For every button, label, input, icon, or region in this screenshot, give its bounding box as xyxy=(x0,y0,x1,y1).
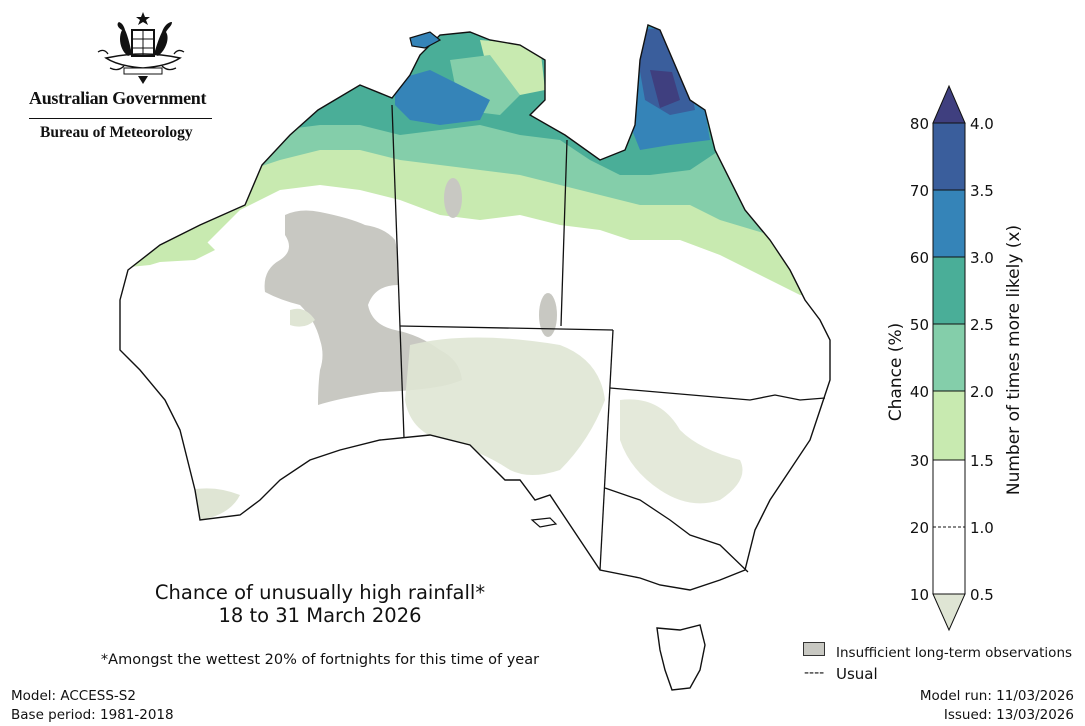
svg-text:4.0: 4.0 xyxy=(970,115,994,133)
svg-text:20: 20 xyxy=(910,519,929,537)
svg-text:50: 50 xyxy=(910,316,929,334)
base-period-label: Base period: 1981-2018 xyxy=(11,707,174,723)
map-title-line1: Chance of unusually high rainfall* xyxy=(154,581,486,604)
logo-divider xyxy=(29,118,212,119)
times-axis-label: Number of times more likely (x) xyxy=(1004,225,1024,495)
map-title-line2: 18 to 31 March 2026 xyxy=(218,604,422,627)
svg-text:80: 80 xyxy=(910,115,929,133)
svg-text:3.5: 3.5 xyxy=(970,182,994,200)
bom-logo: Australian Government Bureau of Meteorol… xyxy=(20,8,220,143)
model-label: Model: ACCESS-S2 xyxy=(11,688,136,704)
rainfall-map xyxy=(119,24,831,691)
colorbar-legend: 80 70 60 50 40 30 20 10 4.0 3.5 3.0 2.5 … xyxy=(886,84,1024,632)
usual-line-icon: ---- xyxy=(804,665,825,681)
tasmania xyxy=(656,624,706,691)
usual-legend-label: Usual xyxy=(836,665,878,683)
state-borders xyxy=(391,104,826,573)
chance-axis-label: Chance (%) xyxy=(886,323,906,421)
svg-text:40: 40 xyxy=(910,383,929,401)
agency-name: Bureau of Meteorology xyxy=(40,124,193,141)
svg-text:1.0: 1.0 xyxy=(970,519,994,537)
svg-text:30: 30 xyxy=(910,452,929,470)
issued-label: Issued: 13/03/2026 xyxy=(943,707,1074,723)
svg-text:70: 70 xyxy=(910,182,929,200)
coat-of-arms-icon xyxy=(97,12,185,84)
svg-text:3.0: 3.0 xyxy=(970,249,994,267)
insufficient-legend-label: Insufficient long-term observations xyxy=(836,645,1073,661)
insufficient-swatch-icon xyxy=(803,642,825,656)
svg-text:0.5: 0.5 xyxy=(970,586,994,604)
svg-text:10: 10 xyxy=(910,586,929,604)
svg-text:2.0: 2.0 xyxy=(970,383,994,401)
svg-text:1.5: 1.5 xyxy=(970,452,994,470)
svg-text:60: 60 xyxy=(910,249,929,267)
model-run-label: Model run: 11/03/2026 xyxy=(919,688,1074,704)
footnote: *Amongst the wettest 20% of fortnights f… xyxy=(100,652,540,668)
svg-text:2.5: 2.5 xyxy=(970,316,994,334)
government-name: Australian Government xyxy=(29,88,207,108)
